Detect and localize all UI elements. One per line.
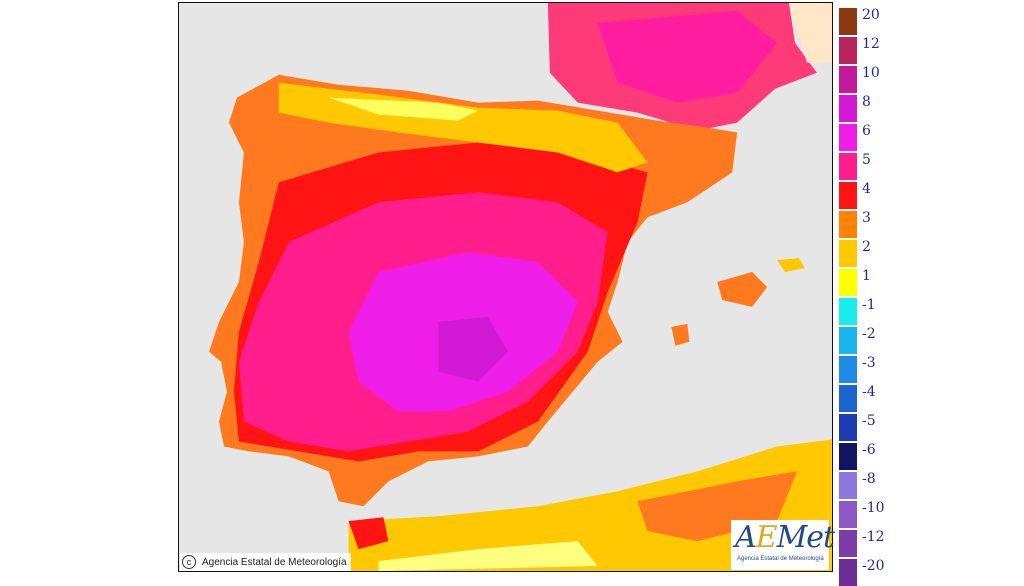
legend-label: 20 [862, 7, 880, 23]
legend-label: -8 [862, 471, 876, 487]
legend-swatch [839, 327, 857, 354]
legend-swatch [839, 385, 857, 412]
legend-swatch [839, 443, 857, 470]
aemet-logo-subtitle: Agencia Estatal de Meteorología [737, 556, 824, 562]
legend-swatch [839, 559, 857, 586]
legend-swatch [839, 269, 857, 296]
legend-swatch [839, 298, 857, 325]
legend-swatch [839, 8, 857, 35]
legend-label: -5 [862, 413, 876, 429]
legend-swatch [839, 414, 857, 441]
legend-label: 2 [862, 239, 871, 255]
legend-swatch [839, 95, 857, 122]
aemet-logo-wordmark: AEMet [735, 520, 835, 555]
legend-swatch [839, 472, 857, 499]
france-hot-core [597, 10, 778, 103]
legend-label: -6 [862, 442, 876, 458]
legend-swatch [839, 124, 857, 151]
legend-swatch [839, 37, 857, 64]
legend-label: -20 [862, 558, 885, 574]
legend-label: -2 [862, 326, 876, 342]
legend-swatch [839, 66, 857, 93]
legend-label: -10 [862, 500, 885, 516]
north-africa-region [348, 439, 832, 571]
copyright-text: Agencia Estatal de Meteorología [202, 556, 347, 568]
legend-label: 3 [862, 210, 871, 226]
legend-label: -4 [862, 384, 876, 400]
legend-label: 4 [862, 181, 871, 197]
ibiza [671, 323, 690, 346]
legend-swatch [839, 153, 857, 180]
legend-label: -3 [862, 355, 876, 371]
copyright-icon: c [182, 555, 196, 569]
legend-swatch [839, 182, 857, 209]
legend-label: -1 [862, 297, 876, 313]
legend-label: 12 [862, 36, 880, 52]
legend-swatch [839, 530, 857, 557]
copyright-notice: c Agencia Estatal de Meteorología [180, 553, 351, 571]
color-legend: 20 12 10 8 6 5 4 3 2 1 -1 -2 -3 -4 -5 -6 -8 -10 -12 -20 [838, 6, 898, 586]
legend-label: -12 [862, 529, 885, 545]
legend-label: 8 [862, 94, 871, 110]
legend-label: 1 [862, 268, 871, 284]
legend-swatch [839, 211, 857, 238]
menorca [777, 258, 805, 273]
legend-label: 5 [862, 152, 871, 168]
map-canvas [179, 3, 832, 571]
aemet-logo: AEMet Agencia Estatal de Meteorología [731, 520, 835, 570]
legend-swatch [839, 356, 857, 383]
mallorca [717, 272, 768, 307]
legend-swatch [839, 501, 857, 528]
temperature-anomaly-map [178, 2, 833, 572]
legend-label: 6 [862, 123, 871, 139]
legend-swatch [839, 240, 857, 267]
legend-label: 10 [862, 65, 880, 81]
